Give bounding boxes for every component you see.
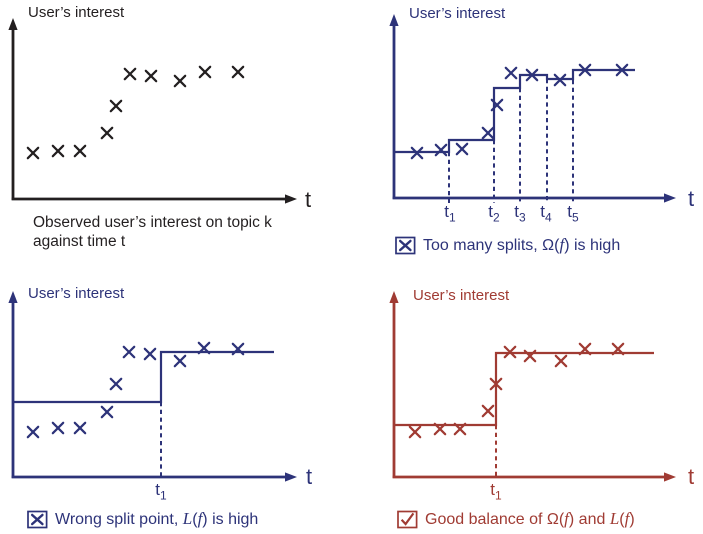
good-balance-plot: [389, 291, 676, 482]
y-axis-label: User’s interest: [413, 287, 510, 304]
caption-line-2: against time t: [33, 233, 126, 250]
axis-tick-label: t1: [155, 480, 167, 503]
checkbox-x-icon: [27, 510, 48, 529]
too-many-splits-plot: [389, 14, 676, 203]
y-axis-label: User’s interest: [409, 5, 506, 22]
caption-text: Good balance of Ω(f) and L(f): [425, 509, 635, 528]
y-axis-label: User’s interest: [28, 4, 125, 21]
x-axis-label: t: [688, 464, 695, 489]
wrong-split-point-plot: [8, 291, 297, 482]
x-axis-label: t: [305, 187, 312, 212]
caption-text: Too many splits, Ω(f) is high: [423, 235, 621, 254]
axis-tick-label: t1: [444, 202, 456, 225]
x-axis-label: t: [306, 464, 313, 489]
panel-caption: Wrong split point, L(f) is high: [27, 509, 258, 529]
axis-tick-label: t2: [488, 202, 500, 225]
axis-tick-label: t3: [514, 202, 526, 225]
checkbox-check-icon: [397, 510, 418, 529]
x-axis-label: t: [688, 186, 695, 211]
y-axis-label: User’s interest: [28, 285, 125, 302]
panel-caption: Observed user’s interest on topic k agai…: [33, 213, 272, 251]
axis-tick-label: t4: [540, 202, 552, 225]
panel-caption: Too many splits, Ω(f) is high: [395, 235, 620, 255]
panel-observed-data: User’s interest t Observed user’s intere…: [0, 0, 351, 267]
panel-too-many-splits: User’s interest t Too many splits, Ω(f) …: [352, 0, 703, 267]
panel-caption: Good balance of Ω(f) and L(f): [397, 509, 635, 529]
panel-wrong-split-point: User’s interest t Wrong split point, L(f…: [0, 267, 351, 534]
axis-tick-label: t5: [567, 202, 579, 225]
observed-interest-plot: [8, 18, 297, 204]
checkbox-x-icon: [395, 236, 416, 255]
axis-tick-label: t1: [490, 480, 502, 503]
panel-good-balance: User’s interest t Good balance of Ω(f) a…: [352, 267, 703, 534]
caption-line-1: Observed user’s interest on topic k: [33, 214, 272, 231]
caption-text: Wrong split point, L(f) is high: [55, 509, 259, 528]
